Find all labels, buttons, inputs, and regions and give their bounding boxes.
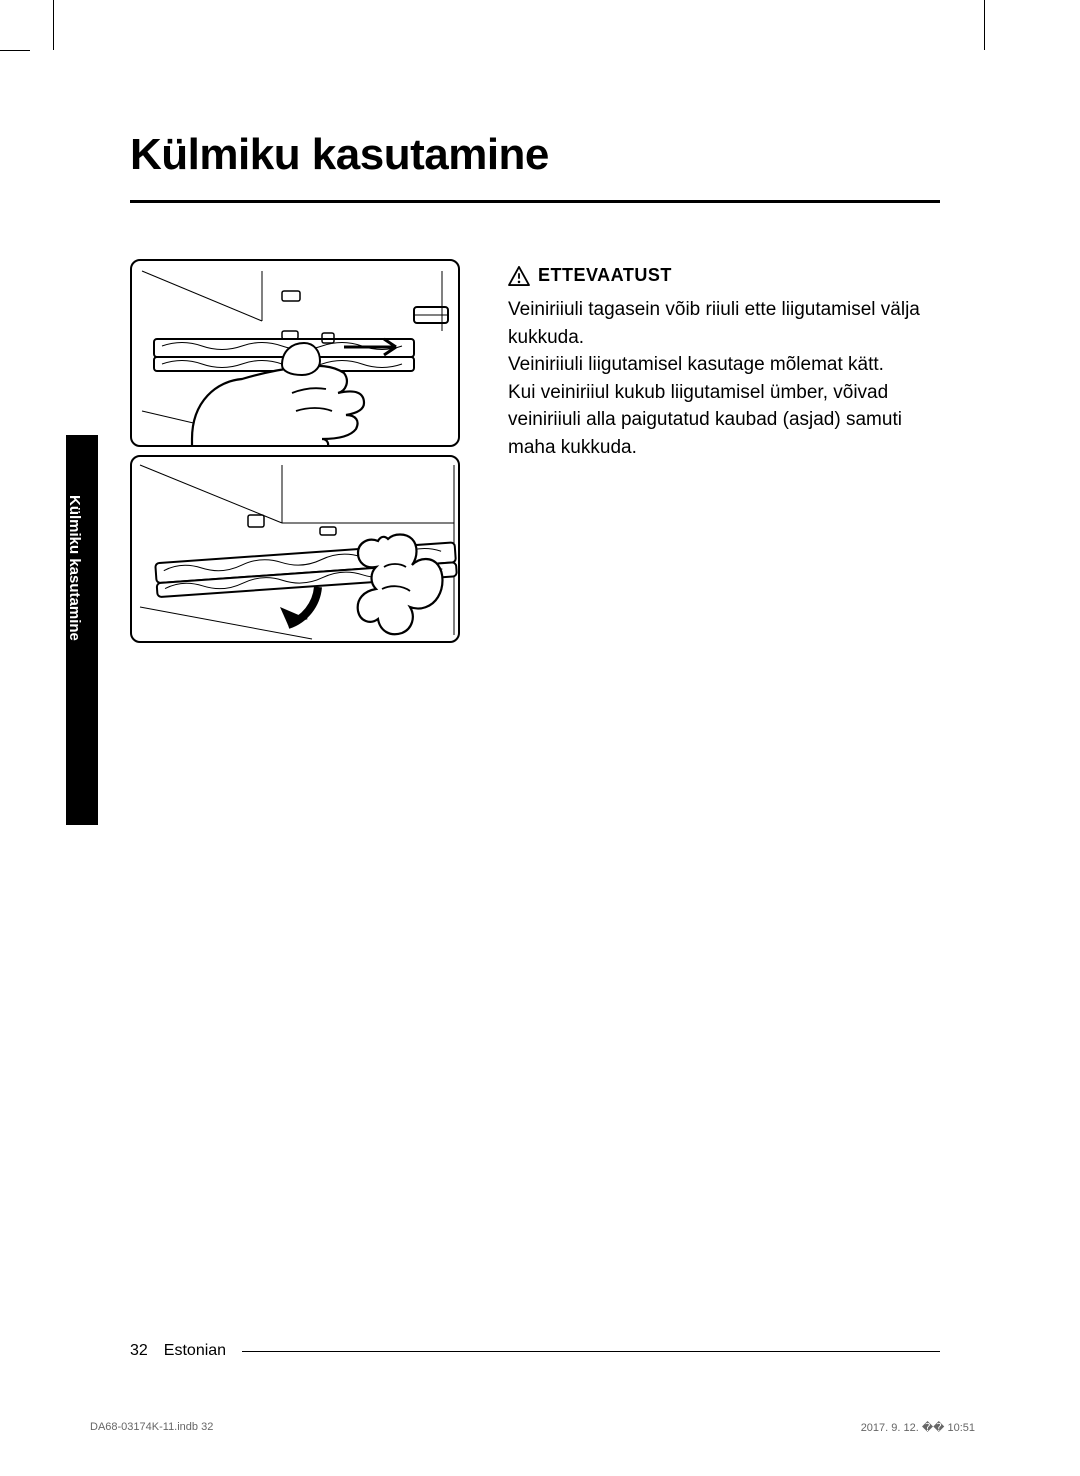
page-title: Külmiku kasutamine [130,130,940,180]
print-metadata: DA68-03174K-11.indb 32 2017. 9. 12. �� 1… [90,1421,975,1434]
text-column: ETTEVAATUST Veiniriiuli tagasein võib ri… [508,259,940,643]
section-tab-label: Külmiku kasutamine [66,435,90,825]
page-content: Külmiku kasutamine [130,130,940,643]
warning-icon [508,266,530,286]
print-timestamp: 2017. 9. 12. �� 10:51 [861,1421,975,1434]
figure-shelf-tilt [130,455,460,643]
caution-heading: ETTEVAATUST [508,265,940,286]
footer-rule [242,1351,940,1352]
crop-mark [53,0,54,50]
print-file: DA68-03174K-11.indb 32 [90,1421,213,1434]
page-number: 32 [130,1342,148,1360]
figure-column [130,259,472,643]
title-rule [130,200,940,203]
page-language: Estonian [164,1342,226,1360]
page-footer: 32 Estonian [130,1342,940,1360]
crop-mark [984,0,985,50]
caution-label: ETTEVAATUST [538,265,672,286]
section-tab: Külmiku kasutamine [66,435,98,825]
content-columns: ETTEVAATUST Veiniriiuli tagasein võib ri… [130,259,940,643]
crop-mark [0,50,30,51]
caution-text: Veiniriiuli tagasein võib riiuli ette li… [508,296,940,461]
figure-shelf-pull [130,259,460,447]
